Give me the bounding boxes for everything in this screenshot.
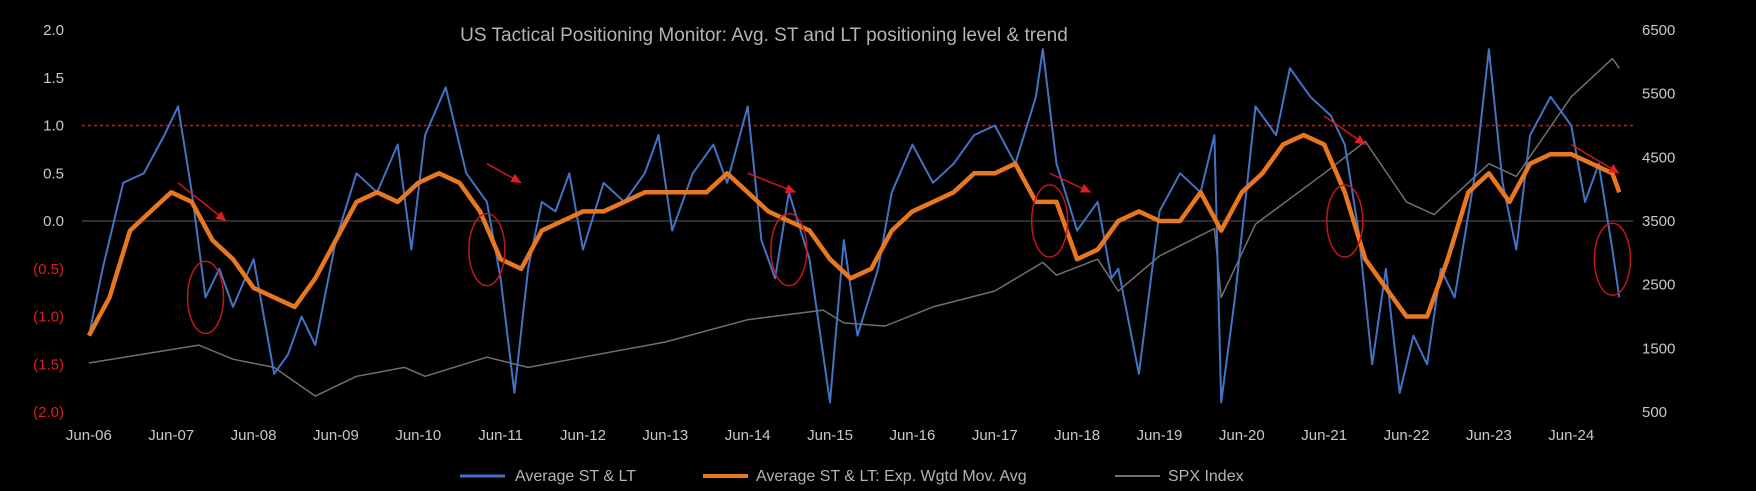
- annotation-arrowhead: [1354, 135, 1366, 145]
- y2-tick-label: 2500: [1642, 277, 1675, 294]
- x-tick-label: Jun-17: [972, 427, 1018, 444]
- x-tick-label: Jun-19: [1137, 427, 1183, 444]
- annotation-ellipse: [770, 212, 808, 287]
- annotation-arrowhead: [510, 173, 522, 183]
- y-tick-label: 2.0: [43, 22, 64, 39]
- y-tick-label: (0.5): [33, 261, 64, 278]
- annotation-arrowhead: [1079, 183, 1091, 193]
- x-tick-label: Jun-09: [313, 427, 359, 444]
- annotation-ellipse: [1030, 184, 1069, 258]
- y-tick-label: 1.0: [43, 118, 64, 135]
- annotation-arrowhead: [215, 211, 227, 221]
- legend: Average ST & LT Average ST & LT: Exp. Wg…: [460, 468, 1244, 485]
- x-tick-label: Jun-06: [66, 427, 112, 444]
- y2-tick-label: 500: [1642, 404, 1667, 421]
- series-line-spx: [88, 57, 1620, 397]
- legend-label-spx: SPX Index: [1168, 468, 1244, 485]
- chart-title: US Tactical Positioning Monitor: Avg. ST…: [460, 25, 1068, 46]
- annotation-ellipse: [1326, 184, 1364, 258]
- x-tick-label: Jun-23: [1466, 427, 1512, 444]
- x-tick-label: Jun-10: [395, 427, 441, 444]
- y-tick-label: (1.0): [33, 309, 64, 326]
- x-tick-label: Jun-13: [642, 427, 688, 444]
- x-tick-label: Jun-22: [1384, 427, 1430, 444]
- y-tick-label: 0.5: [43, 165, 64, 182]
- annotation-arrow: [177, 182, 227, 222]
- x-tick-label: Jun-12: [560, 427, 606, 444]
- y2-tick-label: 4500: [1642, 149, 1675, 166]
- y2-tick-label: 1500: [1642, 340, 1675, 357]
- series-line-ewma: [86, 132, 1622, 337]
- legend-label-average: Average ST & LT: [515, 468, 636, 485]
- annotation-arrowhead: [784, 184, 796, 194]
- x-tick-label: Jun-18: [1054, 427, 1100, 444]
- y-tick-label: (1.5): [33, 356, 64, 373]
- x-tick-label: Jun-20: [1219, 427, 1265, 444]
- y-tick-label: 0.0: [43, 213, 64, 230]
- y-tick-label: 1.5: [43, 70, 64, 87]
- annotation-ellipse: [468, 212, 506, 287]
- series-layer: [86, 48, 1622, 404]
- x-tick-label: Jun-07: [148, 427, 194, 444]
- x-tick-label: Jun-16: [889, 427, 935, 444]
- series-line-average: [87, 48, 1621, 404]
- annotation-ellipse: [1593, 222, 1632, 296]
- x-tick-label: Jun-24: [1548, 427, 1594, 444]
- legend-label-ewma: Average ST & LT: Exp. Wgtd Mov. Avg: [756, 468, 1027, 485]
- annotation-ellipse: [186, 260, 225, 335]
- grid-layer: [82, 124, 1633, 222]
- annotation-layer: [177, 115, 1632, 335]
- x-tick-label: Jun-14: [725, 427, 771, 444]
- x-tick-label: Jun-11: [478, 427, 523, 444]
- y2-tick-label: 3500: [1642, 213, 1675, 230]
- annotation-arrowhead: [1608, 164, 1620, 174]
- y2-tick-label: 5500: [1642, 86, 1675, 103]
- x-tick-label: Jun-15: [807, 427, 853, 444]
- y2-tick-label: 6500: [1642, 22, 1675, 39]
- x-tick-label: Jun-21: [1301, 427, 1347, 444]
- x-tick-label: Jun-08: [231, 427, 277, 444]
- y-tick-label: (2.0): [33, 404, 64, 421]
- axis-layer: 2.0 1.5 1.0 0.5 0.0 (0.5) (1.0) (1.5) (2.0) 6500 5…: [33, 22, 1675, 444]
